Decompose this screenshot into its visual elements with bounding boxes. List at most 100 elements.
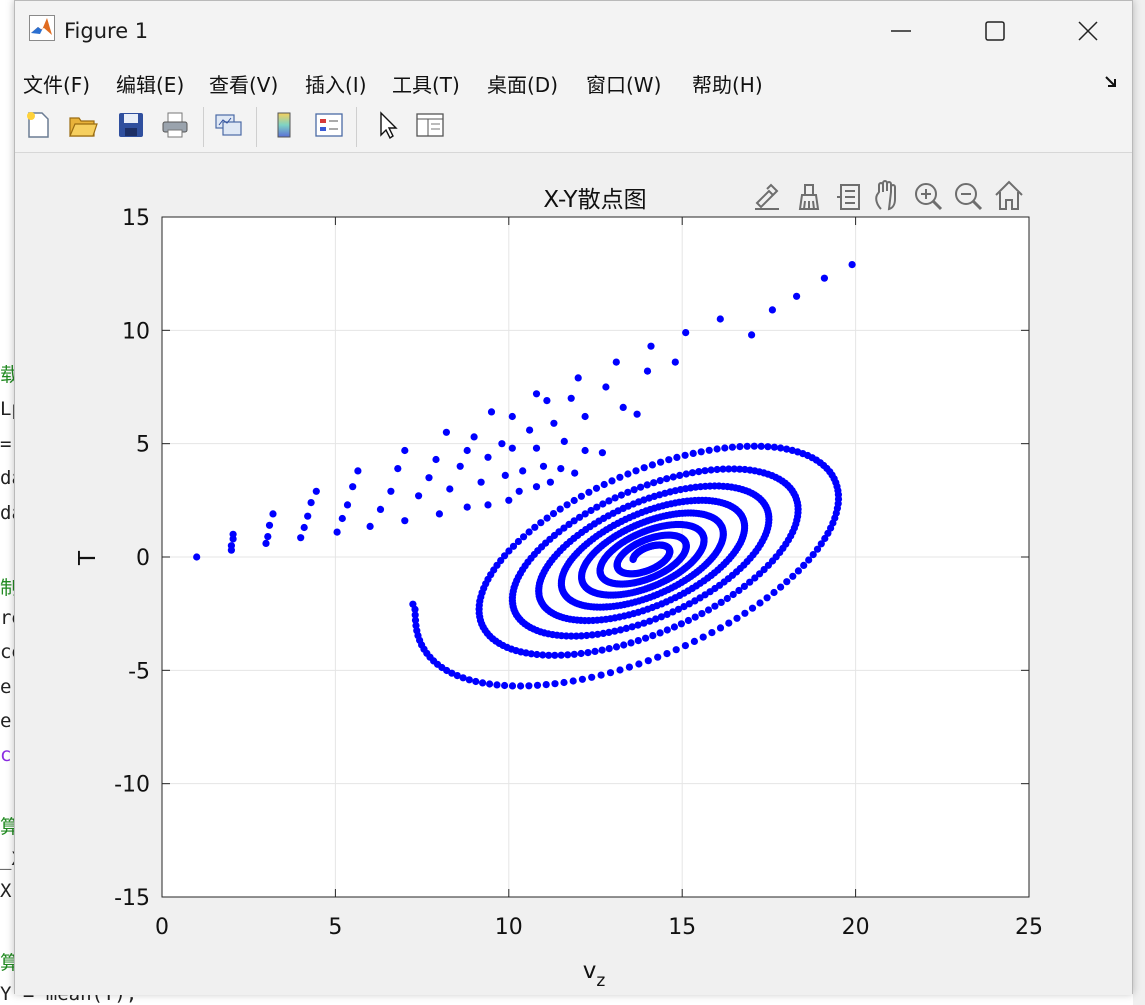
scatter-point [508,444,516,452]
menu-desktop[interactable]: 桌面(D) [487,73,559,97]
scatter-point [748,331,756,339]
scatter-point [735,586,743,595]
scatter-point [264,533,272,541]
scatter-point [674,605,683,613]
scatter-point [581,412,589,421]
toolbar-separator [203,107,204,147]
menu-file[interactable]: 文件(F) [23,73,91,97]
restore-view-icon[interactable] [995,180,1023,210]
axis-ticks: 0 5 10 15 20 25 -15 -10 -5 0 5 10 15 [114,206,1043,940]
scatter-point [634,637,642,645]
scatter-point [789,572,797,580]
save-icon[interactable] [115,109,147,141]
scatter-point [634,621,642,629]
insert-colorbar-icon[interactable] [268,109,300,141]
title-bar[interactable]: Figure 1 [15,1,1132,61]
link-plot-icon[interactable] [213,109,245,141]
scatter-point [632,467,640,475]
scatter-point [598,646,606,654]
menu-window[interactable]: 窗口(W) [586,73,662,97]
scatter-point [557,651,565,659]
scatter-point [751,574,759,582]
scatter-point [673,453,681,461]
data-tips-icon[interactable] [837,184,860,210]
scatter-point [549,510,558,518]
scatter-point [525,528,533,536]
menu-tools[interactable]: 工具(T) [392,73,460,97]
insert-legend-icon[interactable] [313,109,345,141]
scatter-point [527,650,535,658]
brush-export-icon[interactable] [755,183,779,210]
scatter-point [691,613,699,621]
edit-plot-arrow-icon[interactable] [371,109,403,141]
minimize-icon[interactable] [881,11,921,51]
menu-help[interactable]: 帮助(H) [692,73,763,97]
scatter-point [501,471,509,479]
scatter-point [333,528,341,536]
scatter-point [688,469,697,477]
scatter-point [721,444,729,452]
pan-icon[interactable] [875,180,896,211]
scatter-point [705,446,713,454]
property-inspector-icon[interactable] [414,109,446,141]
scatter-point [229,530,237,538]
new-figure-icon[interactable] [22,109,54,141]
menu-view[interactable]: 查看(V) [209,73,279,97]
scatter-point [470,433,478,441]
scatter-point [728,443,737,451]
scatter-point [605,628,613,636]
scatter-point [537,519,545,527]
scatter-point [691,597,699,605]
scatter-point [539,462,548,470]
scatter-point [539,651,547,659]
scatter-point [768,306,777,314]
scatter-point [577,632,586,640]
scatter-point [567,394,575,402]
scatter-point [620,641,628,649]
scatter-point [456,462,464,470]
background-code-line: = [0,433,12,455]
close-icon[interactable] [1068,11,1108,51]
data-brush-icon[interactable] [798,184,820,210]
scatter-point [387,487,395,495]
scatter-point [411,611,419,619]
scatter-point [676,471,684,479]
menu-edit[interactable]: 编辑(E) [116,73,185,97]
scatter-point [708,629,716,637]
scatter-point [599,629,607,637]
scatter-point [663,650,671,658]
y-tick-label: -10 [114,773,150,798]
scatter-point [657,613,666,621]
dock-arrow-icon[interactable] [1104,75,1118,89]
scatter-point [574,374,582,382]
scatter-point [716,315,724,323]
scatter-point [605,645,613,653]
scatter-point [425,474,433,482]
scatter-point [680,603,688,611]
scatter-point [581,446,589,455]
scatter-point [650,479,658,487]
zoom-in-icon[interactable] [915,183,943,211]
scatter-point [338,514,346,523]
scatter-point [472,677,480,686]
scatter-point [565,520,573,528]
scatter-point [717,598,725,606]
scatter-point [448,669,456,677]
scatter-point [629,555,637,564]
background-panel [1133,0,1145,1005]
y-tick-label: 10 [122,319,150,344]
scatter-point [193,553,201,561]
menu-insert[interactable]: 插入(I) [305,73,367,97]
scatter-point [479,679,487,687]
scatter-point [401,517,409,525]
scatter-point [689,449,697,457]
scatter-point [756,599,764,607]
scatter-point [262,539,270,547]
maximize-icon[interactable] [975,11,1015,51]
scatter-point [453,672,461,680]
print-icon[interactable] [159,109,191,141]
scatter-points [193,261,856,690]
zoom-out-icon[interactable] [955,183,983,211]
scatter-point [736,465,744,473]
open-file-icon[interactable] [67,109,99,141]
